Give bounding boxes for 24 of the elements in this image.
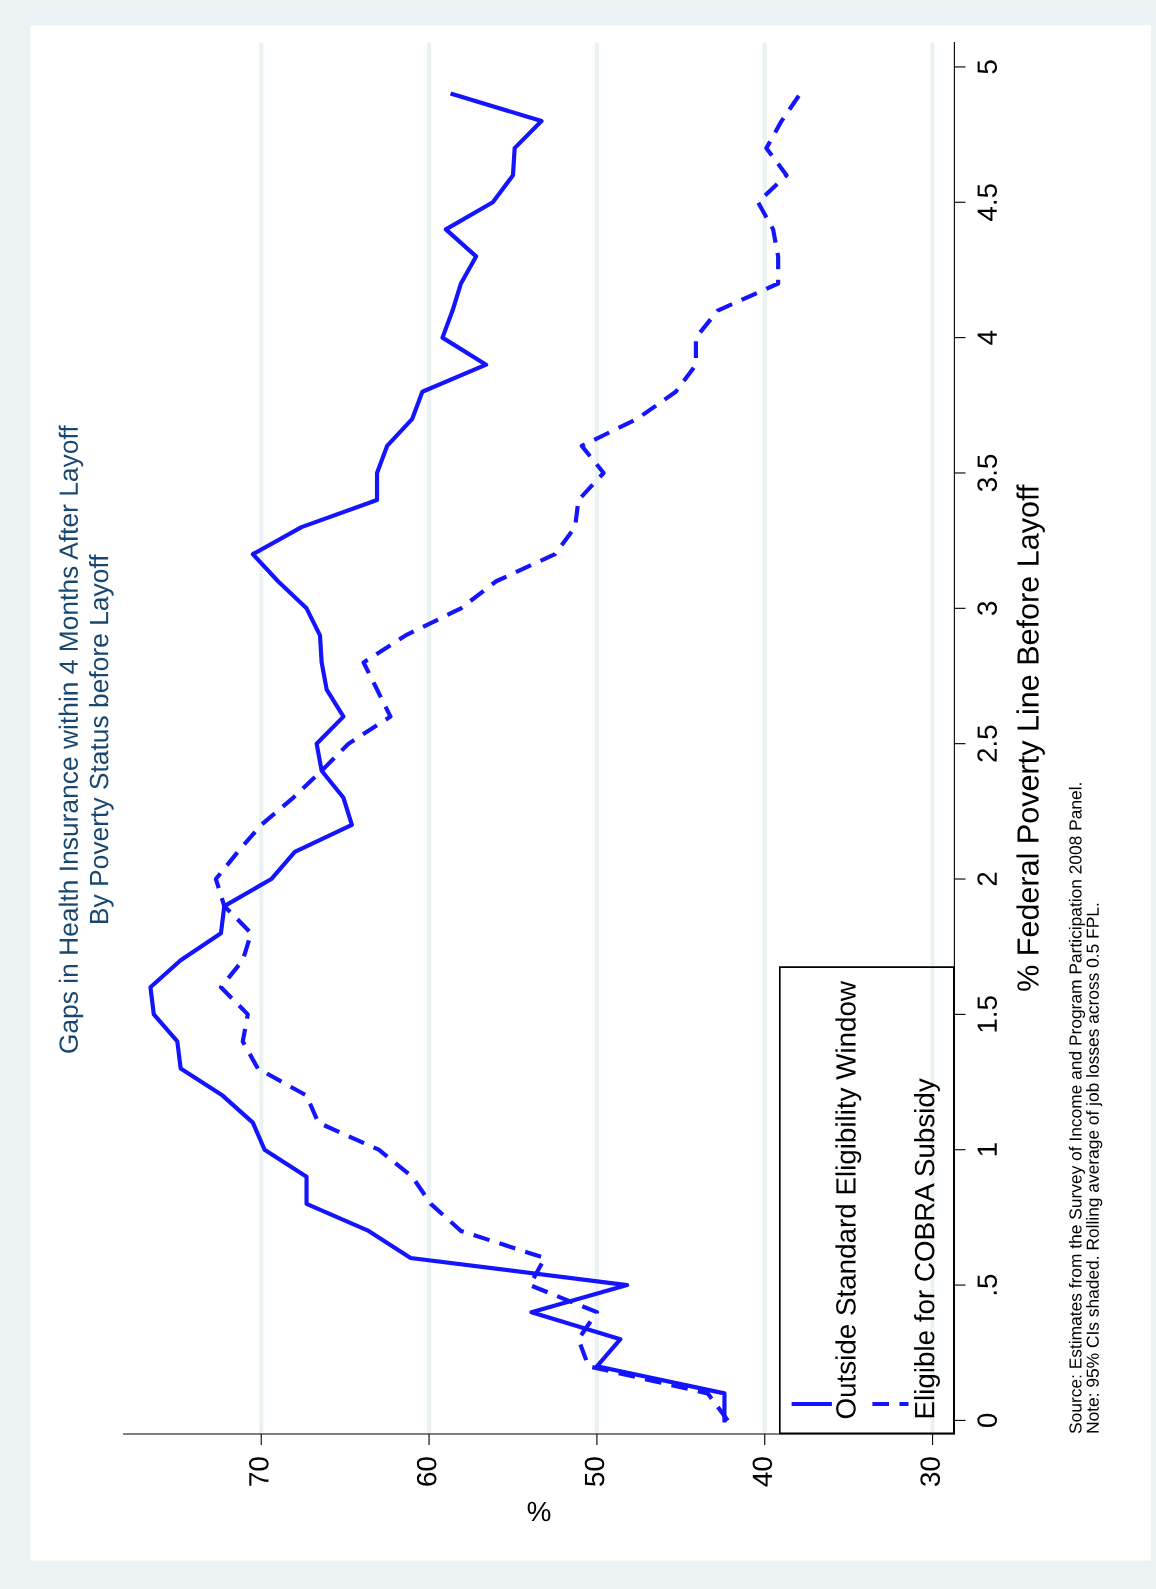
y-tick-label: 0 bbox=[977, 1413, 998, 1428]
text: Eligible for COBRA Subsidy bbox=[914, 1078, 940, 1418]
y-tick-label: 3 bbox=[977, 601, 998, 615]
y-tick-label: 4.5 bbox=[977, 184, 998, 221]
x-axis-title: % bbox=[527, 1501, 551, 1522]
x-tick-label: 40 bbox=[752, 1457, 773, 1487]
y-tick-label: .5 bbox=[977, 1274, 998, 1295]
text: Note: 95% CIs shaded. Rolling average of job losses across 0.5 FPL. bbox=[1086, 903, 1103, 1433]
y-axis-title: % Federal Poverty Line Before Layoff bbox=[1016, 484, 1045, 991]
y-tick-label: 2.5 bbox=[977, 725, 998, 762]
x-tick-label: 60 bbox=[416, 1457, 437, 1486]
text: Outside Standard Eligibility Window bbox=[835, 980, 862, 1419]
y-tick-label: 1 bbox=[977, 1143, 997, 1156]
y-tick-label: 5 bbox=[977, 60, 998, 74]
x-tick-label: 30 bbox=[920, 1457, 941, 1487]
source-note: Source: Estimates from the Survey of Income and Program Participation 2008 Panel. bbox=[1068, 783, 1086, 1434]
text: By Poverty Status before Layoff bbox=[89, 554, 114, 923]
text: Gaps in Health Insurance within 4 Months After Layoff bbox=[58, 425, 84, 1053]
y-tick-label: 3.5 bbox=[977, 454, 998, 492]
y-tick-label: 1.5 bbox=[977, 996, 998, 1032]
x-tick-label: 70 bbox=[249, 1457, 269, 1486]
y-tick-label: 2 bbox=[977, 872, 997, 886]
x-tick-label: 50 bbox=[584, 1457, 605, 1486]
y-tick-label: 4 bbox=[977, 330, 997, 345]
